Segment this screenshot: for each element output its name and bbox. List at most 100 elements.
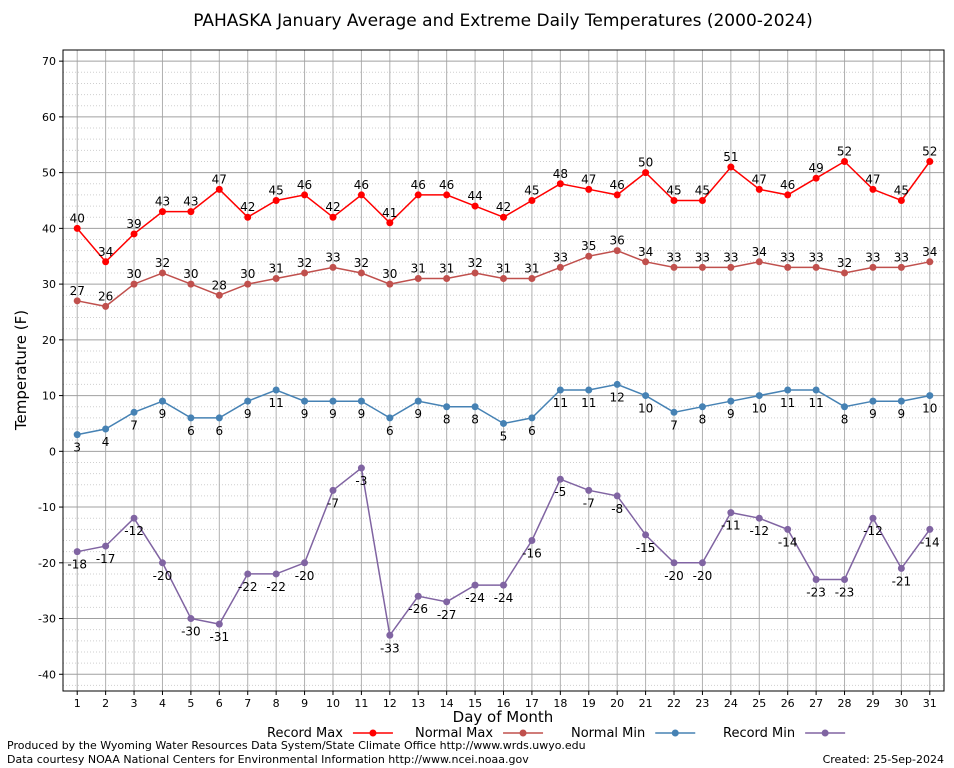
data-point [500, 419, 507, 427]
data-label: 50 [638, 156, 653, 170]
data-point [556, 180, 564, 188]
data-point [130, 280, 138, 288]
data-label: 51 [723, 150, 738, 164]
data-label: 7 [130, 418, 138, 432]
data-point [528, 275, 536, 283]
data-label: 46 [439, 178, 454, 192]
data-point [443, 598, 451, 606]
data-point [812, 263, 820, 271]
data-point [642, 169, 650, 177]
data-label: 4 [102, 435, 110, 449]
data-label: 31 [411, 262, 426, 276]
footer-created-date: Created: 25-Sep-2024 [823, 753, 944, 766]
data-point [244, 570, 252, 578]
x-tick-label: 6 [216, 697, 223, 710]
data-label: 47 [865, 172, 880, 186]
data-label: 9 [159, 407, 167, 421]
data-label: -18 [67, 558, 87, 572]
data-point [158, 208, 166, 216]
series-normal-min: 3 4 7 9 6 6 9 11 9 9 9 6 9 8 8 5 6 11 11 12 10 7 8 9 10 11 11 8 9 9 10 [73, 380, 937, 455]
data-label: 33 [723, 250, 738, 264]
data-label: 43 [155, 195, 170, 209]
data-point [244, 280, 252, 288]
data-label: 33 [894, 250, 909, 264]
data-label: 42 [240, 200, 255, 214]
data-label: -7 [583, 496, 595, 510]
data-label: 34 [638, 245, 653, 259]
data-point [130, 408, 138, 416]
data-label: 45 [894, 183, 909, 197]
data-point [812, 576, 820, 584]
data-label: 33 [780, 250, 795, 264]
legend: Record Max Normal Max Normal Min Record Min [267, 726, 846, 741]
data-point [244, 397, 252, 405]
data-point [357, 269, 365, 277]
x-tick-label: 14 [440, 697, 454, 710]
data-point [926, 392, 934, 400]
data-label: 45 [269, 183, 284, 197]
data-label: 9 [244, 407, 252, 421]
x-tick-label: 7 [244, 697, 251, 710]
data-point [613, 380, 621, 388]
data-point [698, 196, 706, 204]
data-point [414, 191, 422, 199]
data-point [585, 386, 593, 394]
data-label: -31 [210, 630, 230, 644]
data-label: 35 [581, 239, 596, 253]
data-point [897, 196, 905, 204]
data-point [443, 403, 451, 411]
series-record-max: 40 34 39 43 43 47 42 45 46 42 46 41 46 46 44 42 45 48 47 46… [70, 144, 937, 266]
data-label: 45 [666, 183, 681, 197]
data-point [585, 185, 593, 193]
data-label: 12 [610, 390, 625, 404]
data-point [102, 302, 110, 310]
data-label: -14 [920, 535, 940, 549]
legend-swatch-marker [671, 729, 679, 737]
data-point [556, 475, 564, 483]
data-point [897, 397, 905, 405]
y-tick-label: 70 [42, 55, 56, 68]
data-label: 33 [666, 250, 681, 264]
data-label: 45 [524, 183, 539, 197]
data-point [556, 263, 564, 271]
data-point [386, 414, 394, 422]
data-point [897, 564, 905, 572]
data-point [329, 486, 337, 494]
data-point [585, 486, 593, 494]
data-point [841, 157, 849, 165]
data-label: 33 [553, 250, 568, 264]
x-tick-label: 19 [582, 697, 596, 710]
x-tick-label: 4 [159, 697, 166, 710]
data-label: 47 [581, 172, 596, 186]
data-label: 11 [269, 396, 284, 410]
data-label: 8 [841, 413, 849, 427]
data-point [130, 230, 138, 238]
data-label: 9 [898, 407, 906, 421]
data-label: 31 [524, 262, 539, 276]
data-point [841, 269, 849, 277]
x-tick-label: 15 [468, 697, 482, 710]
data-label: 30 [240, 267, 255, 281]
data-label: 3 [73, 441, 81, 455]
legend-label: Record Min [723, 726, 795, 741]
data-label: 42 [496, 200, 511, 214]
data-label: 6 [528, 424, 536, 438]
data-label: 40 [70, 211, 85, 225]
data-label: 9 [869, 407, 877, 421]
data-point [329, 213, 337, 221]
data-label: -22 [238, 580, 258, 594]
data-point [215, 414, 223, 422]
data-point [102, 258, 110, 266]
data-label: -12 [124, 524, 144, 538]
data-label: 39 [126, 217, 141, 231]
footer-credit-line-1: Produced by the Wyoming Water Resources … [7, 739, 586, 752]
data-point [301, 559, 309, 567]
chart-title: PAHASKA January Average and Extreme Dail… [193, 11, 813, 31]
data-label: -5 [554, 485, 566, 499]
data-label: -16 [522, 547, 542, 561]
data-label: 48 [553, 167, 568, 181]
y-tick-label: -10 [38, 501, 56, 514]
data-label: 34 [922, 245, 937, 259]
data-label: -14 [778, 535, 798, 549]
data-label: -20 [664, 569, 684, 583]
